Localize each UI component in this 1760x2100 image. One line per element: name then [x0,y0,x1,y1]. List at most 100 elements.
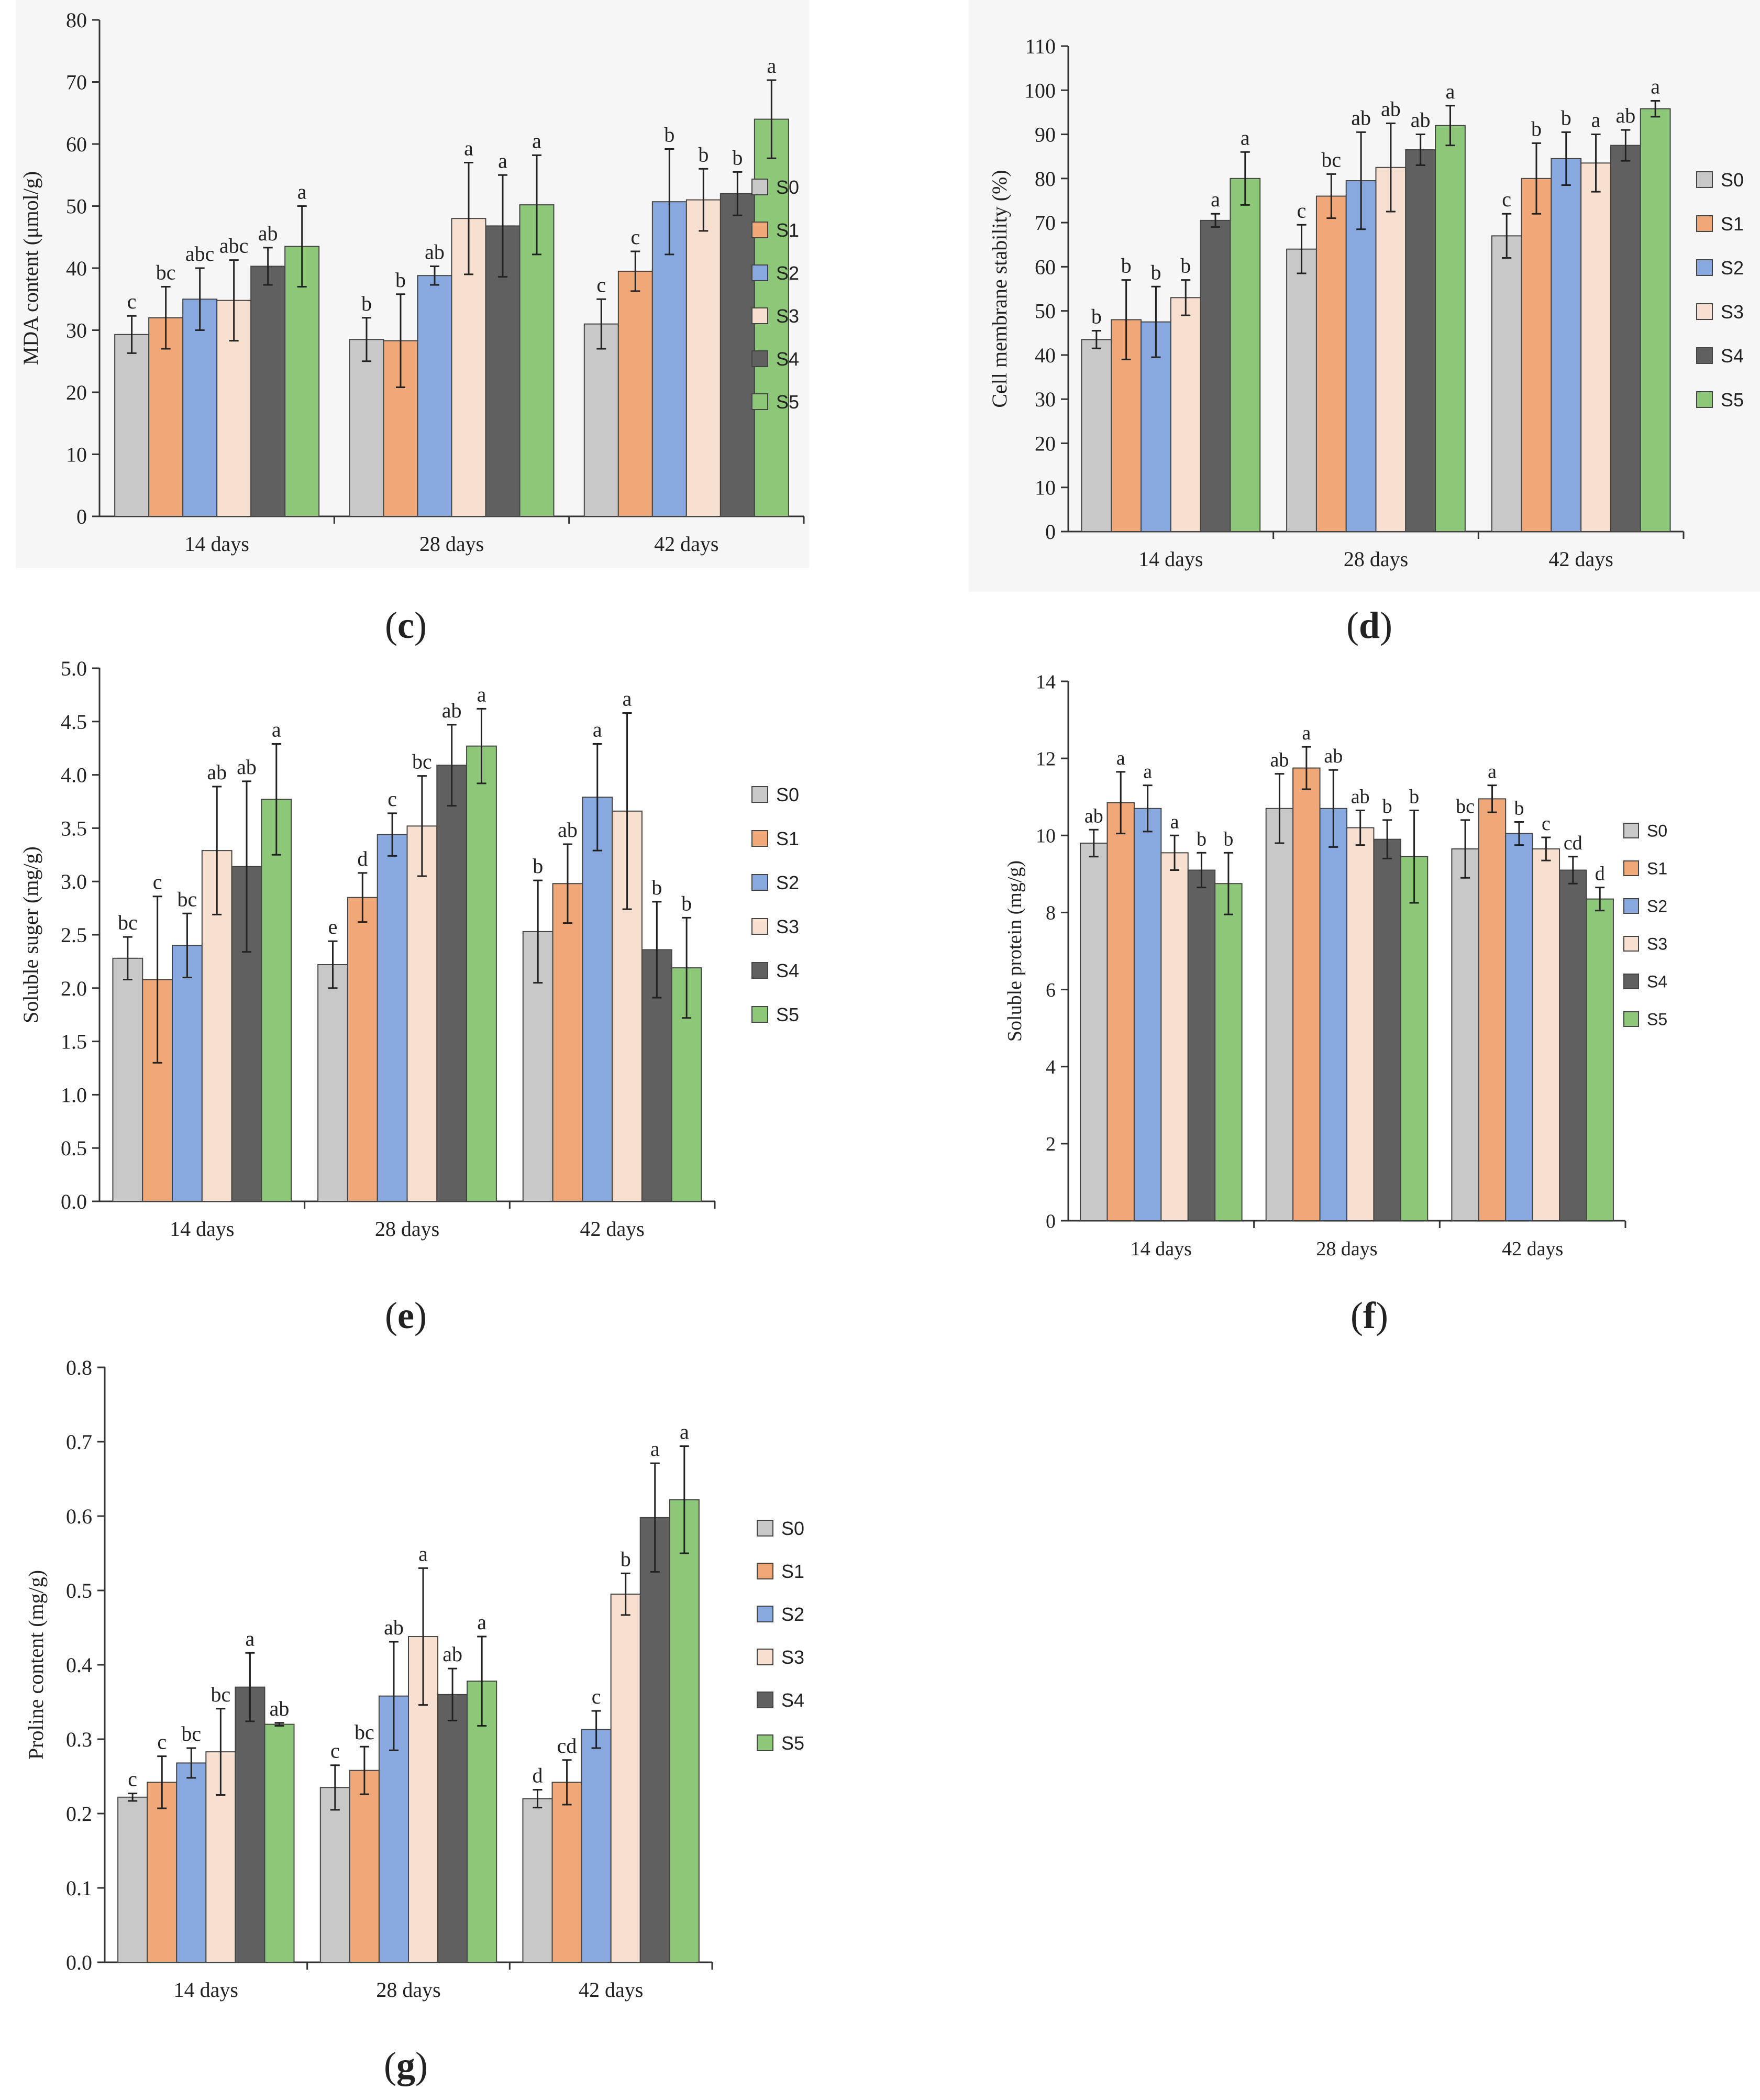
legend-label-S1: S1 [776,828,799,849]
panel-caption: (e) [385,1295,427,1336]
y-tick-label: 0.4 [66,1653,92,1677]
significance-letter: a [272,718,281,742]
bar-S2-1 [1345,180,1377,533]
significance-letter: ab [237,755,257,779]
bar-S0-2 [1491,235,1522,532]
significance-letter: c [592,1685,601,1708]
y-tick-label: 8 [1046,902,1056,924]
significance-letter: bc [412,750,432,773]
y-tick-label: 10 [1035,476,1056,500]
significance-letter: abc [185,242,215,266]
bar-S2-2 [1551,158,1582,532]
y-tick-label: 14 [1036,671,1056,693]
significance-letter: a [246,1627,255,1650]
legend-swatch-S0 [1623,823,1639,838]
legend-swatch-S0 [757,1520,773,1537]
y-axis-label: Soluble suger (mg/g) [19,846,42,1023]
bar-S5-2 [669,1499,700,1963]
y-tick-label: 4.0 [61,764,87,787]
legend-swatch-S4 [751,962,768,979]
significance-letter: ab [442,1642,462,1666]
y-tick-label: 4.5 [61,710,87,734]
bar-S0-0 [114,334,150,517]
legend-label-S4: S4 [776,960,799,981]
y-tick-label: 0.1 [66,1876,92,1900]
significance-letter: b [361,292,372,315]
bar-S4-2 [720,193,755,517]
bar-S1-0 [147,1782,178,1963]
legend-label-S5: S5 [1647,1010,1667,1029]
y-tick-label: 70 [1035,211,1056,235]
significance-letter: bc [181,1722,201,1745]
y-tick-label: 0.2 [66,1802,92,1826]
bar-S3-0 [1160,852,1189,1221]
legend-label-S0: S0 [781,1518,804,1539]
legend-label-S0: S0 [1721,169,1744,191]
legend-label-S2: S2 [1647,897,1667,916]
significance-letter: c [388,787,397,811]
chart-panel-g: 0.0 0.1 0.2 0.3 0.4 0.5 0.6 0.7 0.8 Proline conte… [24,1356,804,2086]
y-tick-label: 20 [1035,432,1056,455]
legend-swatch-S0 [751,786,768,803]
x-tick-label: 14 days [1131,1238,1192,1260]
y-tick-label: 3.5 [61,816,87,840]
significance-letter: a [1446,80,1455,103]
legend-swatch-S5 [757,1734,773,1751]
bar-S4-0 [1200,219,1231,532]
bar-S0-1 [349,339,384,517]
significance-letter: b [1121,254,1132,278]
bar-S2-0 [176,1762,207,1963]
bar-S5-1 [1435,125,1466,532]
legend-swatch-S1 [757,1563,773,1579]
y-tick-label: 30 [1035,388,1056,411]
bar-S0-1 [319,1787,350,1963]
legend-label-S4: S4 [1647,972,1667,991]
x-tick-label: 28 days [375,1217,439,1241]
significance-letter: a [1651,74,1660,98]
significance-letter: bc [1456,795,1475,817]
legend-swatch-S5 [751,393,768,410]
legend-label-S3: S3 [1647,935,1667,954]
significance-letter: d [533,1764,543,1787]
x-tick-label: 14 days [185,532,249,556]
significance-letter: a [477,1610,486,1634]
bar-S4-2 [639,1517,670,1963]
bar-S0-0 [117,1796,148,1963]
bar-S0-0 [1080,843,1108,1221]
significance-letter: abc [219,234,249,258]
x-tick-label: 42 days [580,1217,645,1241]
legend-swatch-S2 [757,1606,773,1622]
bar-S4-1 [1373,838,1401,1221]
y-tick-label: 60 [1035,255,1056,279]
significance-letter: a [532,129,541,152]
legend-label-S2: S2 [776,262,799,284]
significance-letter: b [621,1547,631,1571]
significance-letter: a [1170,811,1179,833]
legend-label-S5: S5 [776,391,799,413]
x-tick-label: 14 days [170,1217,234,1241]
significance-letter: a [1116,747,1125,769]
y-tick-label: 30 [66,319,87,342]
y-axis-label: Proline content (mg/g) [24,1570,48,1760]
bar-S5-2 [1586,898,1614,1221]
bar-S5-1 [466,745,497,1202]
bar-S0-0 [1081,339,1112,532]
significance-letter: bc [156,261,176,284]
bar-S1-0 [1106,802,1135,1221]
y-tick-label: 90 [1035,123,1056,147]
y-tick-label: 40 [1035,344,1056,367]
significance-letter: ab [207,760,227,784]
panel-caption: (c) [385,604,427,646]
significance-letter: c [127,290,137,313]
bar-S4-0 [231,866,262,1202]
significance-letter: b [1150,260,1161,284]
bar-S4-1 [437,1694,468,1963]
bar-S1-1 [349,1770,380,1963]
bar-S4-0 [235,1686,265,1963]
y-tick-label: 0.0 [61,1190,87,1213]
significance-letter: a [1241,126,1250,149]
legend-swatch-S1 [1696,215,1713,232]
legend-swatch-S0 [1696,171,1713,188]
bar-S2-0 [182,299,218,517]
